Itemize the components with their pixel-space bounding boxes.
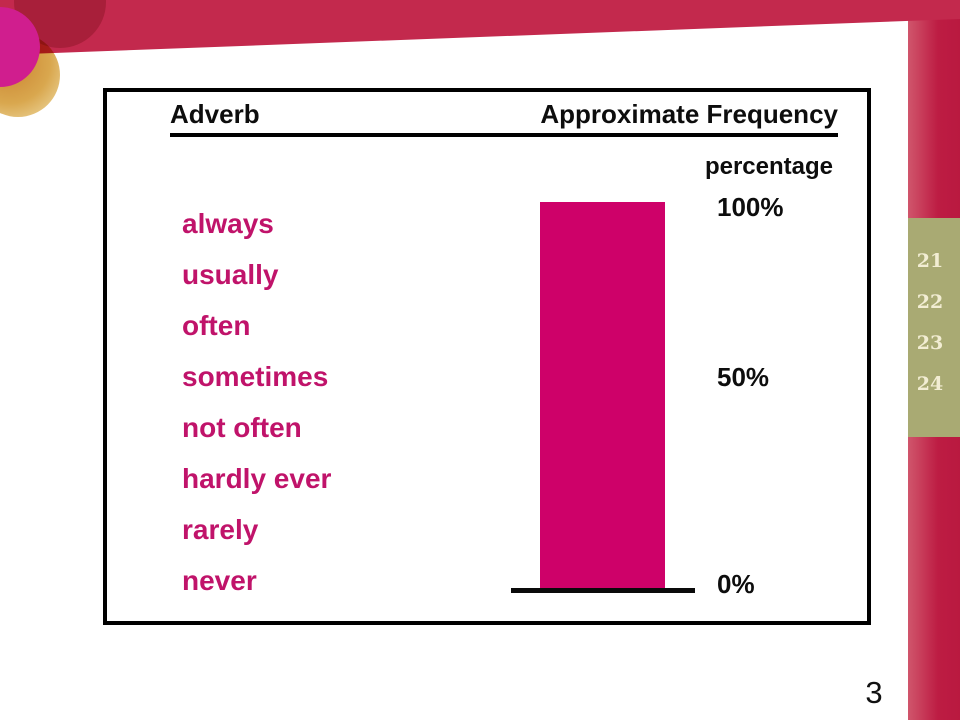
decorative-top-band: [0, 0, 960, 55]
strip-number: 23: [916, 332, 944, 354]
scale-label-50: 50%: [717, 362, 770, 392]
frequency-scale-bar: [540, 202, 665, 590]
scale-label-100: 100%: [717, 192, 784, 222]
strip-number: 22: [916, 291, 944, 313]
column-header-adverb: Adverb: [170, 99, 260, 129]
strip-number: 21: [916, 250, 944, 272]
percentage-label: percentage: [704, 153, 833, 180]
content-frame: Adverb Approximate Frequency percentage …: [103, 88, 871, 625]
adverb-item: never: [182, 565, 257, 596]
adverb-item: often: [182, 310, 251, 341]
adverb-item: usually: [182, 259, 279, 290]
strip-number: 24: [916, 373, 944, 395]
adverb-item: always: [182, 208, 274, 239]
adverb-item: not often: [182, 412, 302, 443]
column-header-frequency: Approximate Frequency: [540, 99, 838, 129]
adverb-item: sometimes: [182, 361, 329, 392]
page-number: 3: [865, 675, 883, 710]
adverb-list: always usually often sometimes not often…: [182, 198, 331, 606]
adverb-item: hardly ever: [182, 463, 332, 494]
adverb-item: rarely: [182, 514, 259, 545]
slide-number-strip: 21 22 23 24: [908, 218, 960, 437]
scale-label-0: 0%: [717, 569, 755, 599]
axis-baseline: [511, 588, 695, 593]
table-header: Adverb Approximate Frequency: [170, 100, 838, 137]
